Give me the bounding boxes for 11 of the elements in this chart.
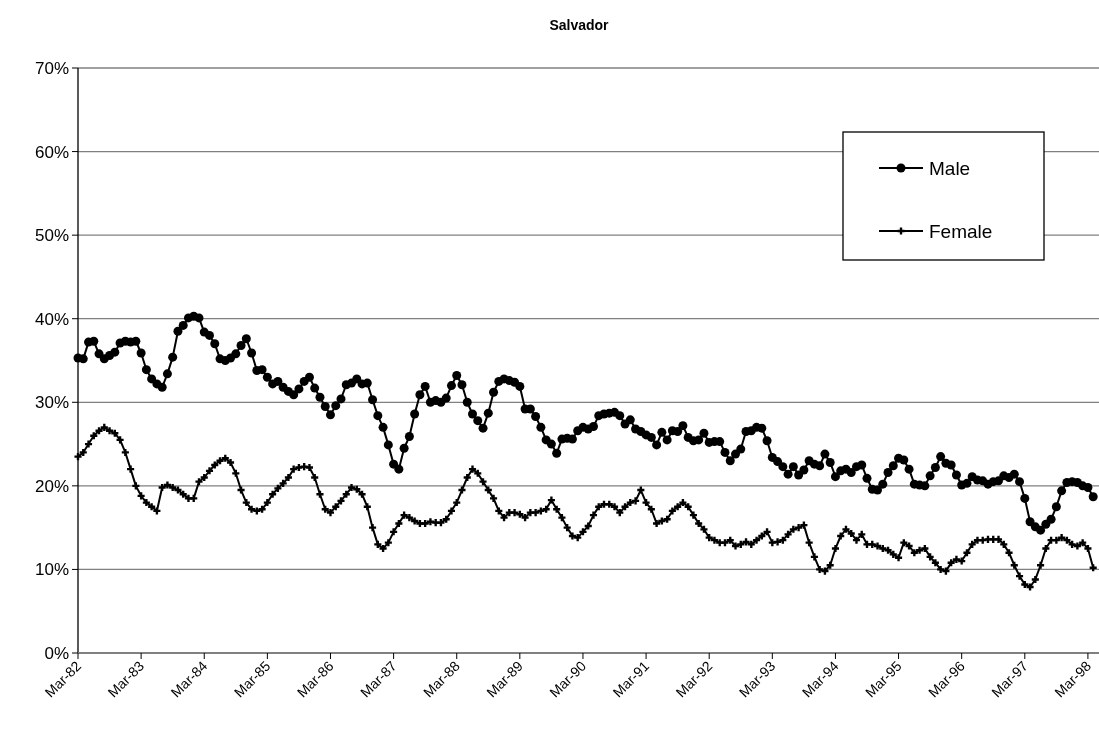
y-tick-label: 60% [34, 142, 69, 162]
legend-label: Male [929, 157, 971, 179]
y-tick-label: 70% [34, 58, 69, 78]
y-tick-label: 10% [34, 560, 69, 580]
y-tick-label: 20% [34, 476, 69, 496]
y-tick-label: 50% [34, 226, 69, 246]
y-tick-label: 40% [34, 309, 69, 329]
y-tick-label: 0% [44, 643, 69, 663]
chart-title: Salvador [549, 17, 610, 33]
legend-label: Female [929, 220, 993, 242]
y-tick-label: 30% [34, 393, 69, 413]
